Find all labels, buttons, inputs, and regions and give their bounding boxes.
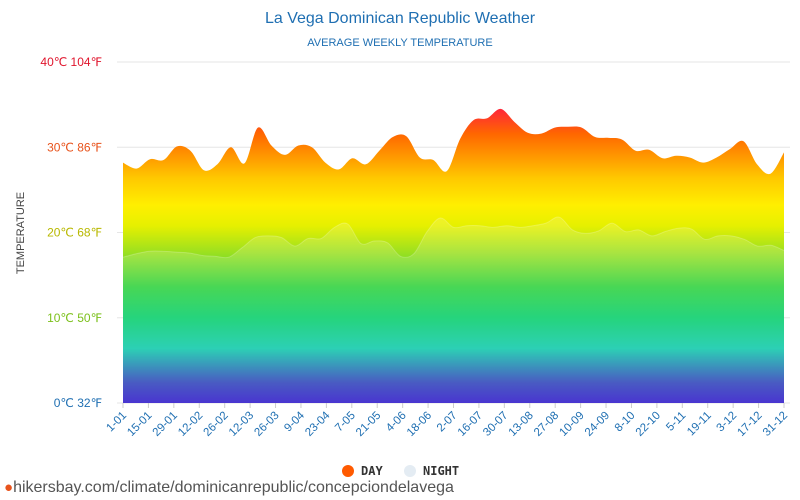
x-tick-label: 12-03 (227, 410, 256, 439)
x-tick-label: 13-08 (507, 410, 536, 439)
legend-day-marker (342, 465, 354, 477)
y-tick-label: 10℃ 50℉ (47, 311, 102, 325)
temperature-areas (122, 108, 785, 404)
x-tick-label: 17-12 (735, 410, 764, 439)
x-tick-label: 19-11 (685, 410, 714, 439)
x-tick-label: 26-03 (252, 410, 281, 439)
x-tick-label: 22-10 (634, 410, 663, 439)
x-tick-label: 10-09 (557, 410, 586, 439)
x-tick-label: 12-02 (176, 410, 205, 439)
legend-day-label: DAY (361, 464, 383, 478)
night-area (123, 217, 784, 403)
x-tick-label: 23-04 (303, 409, 333, 439)
x-tick-label: 16-07 (456, 410, 485, 439)
x-tick-label: 15-01 (125, 410, 154, 439)
y-tick-label: 20℃ 68℉ (47, 226, 102, 240)
x-tick-label: 21-05 (354, 410, 383, 439)
footer-text: hikersbay.com/climate/dominicanrepublic/… (13, 479, 454, 496)
x-tick-label: 31-12 (761, 410, 790, 439)
x-tick-label: 26-02 (202, 410, 231, 439)
y-tick-labels: 0℃ 32℉ 10℃ 50℉ 20℃ 68℉ 30℃ 86℉ 40℃ 104℉ (40, 55, 102, 410)
chart-title: La Vega Dominican Republic Weather (265, 10, 536, 27)
legend-night-marker (404, 465, 416, 477)
day-area (123, 108, 784, 404)
legend-item-day[interactable]: DAY (342, 464, 383, 478)
night-line (122, 216, 785, 259)
map-pin-icon: ● (4, 479, 14, 496)
x-tick-label: 24-09 (583, 410, 612, 439)
legend-item-night[interactable]: NIGHT (404, 464, 459, 478)
x-tick-label: 27-08 (532, 410, 561, 439)
y-axis-label: TEMPERATURE (15, 192, 27, 274)
x-tick-label: 18-06 (405, 410, 434, 439)
x-tick-label: 30-07 (481, 410, 510, 439)
footer-link[interactable]: ●hikersbay.com/climate/dominicanrepublic… (4, 479, 454, 497)
legend: DAY NIGHT (342, 464, 459, 478)
legend-night-label: NIGHT (423, 464, 459, 478)
y-tick-label: 30℃ 86℉ (47, 140, 102, 154)
x-tick-label: 29-01 (151, 410, 180, 439)
chart-subtitle: AVERAGE WEEKLY TEMPERATURE (307, 37, 492, 49)
y-tick-label: 0℃ 32℉ (54, 396, 102, 410)
y-tick-label: 40℃ 104℉ (40, 55, 102, 69)
